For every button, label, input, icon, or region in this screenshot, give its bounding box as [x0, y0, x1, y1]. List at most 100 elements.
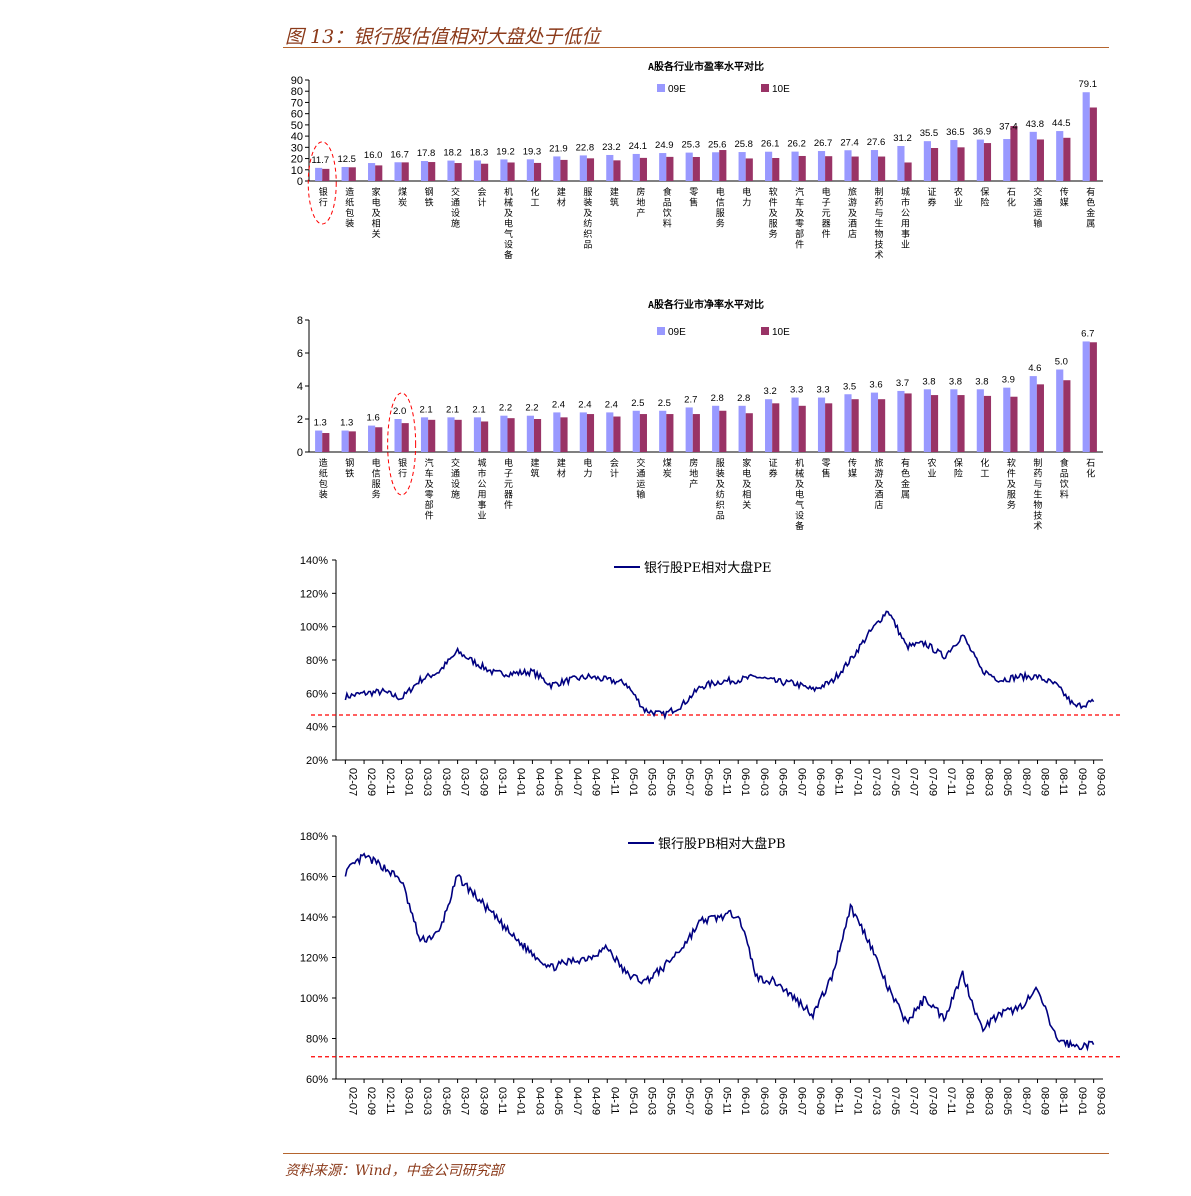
bar-10e	[586, 414, 595, 452]
category-label: 证券	[927, 187, 936, 209]
y-tick-label: 60%	[306, 1074, 328, 1086]
data-label: 2.7	[684, 394, 697, 405]
category-label: 煤炭	[663, 457, 672, 480]
x-tick-label: 04-01	[515, 1087, 527, 1115]
bar-09e	[844, 394, 852, 452]
x-tick-label: 05-05	[664, 768, 676, 796]
category-label: 造纸包装	[345, 186, 354, 230]
category-label: 食品饮料	[663, 186, 672, 230]
category-label: 石化	[1007, 188, 1016, 209]
bar-10e	[613, 416, 621, 452]
x-tick-label: 02-09	[365, 1087, 377, 1115]
figure-title: 图 13：银行股估值相对大盘处于低位	[285, 26, 601, 48]
bar-09e	[420, 161, 429, 181]
category-label: 制药与生物技术	[875, 186, 884, 261]
bar-10e	[375, 427, 383, 452]
y-tick-label: 20%	[306, 755, 328, 767]
bar-10e	[878, 156, 886, 181]
data-label: 36.9	[973, 127, 992, 138]
x-tick-label: 07-03	[870, 1087, 882, 1115]
y-tick-label: 60%	[306, 688, 328, 700]
data-label: 2.2	[525, 403, 538, 414]
bar-10e	[666, 414, 674, 452]
data-label: 19.2	[496, 146, 515, 157]
data-label: 36.5	[946, 127, 965, 138]
data-label: 2.1	[446, 404, 459, 415]
y-tick-label: 4	[297, 381, 303, 393]
x-tick-label: 03-09	[477, 1087, 489, 1115]
bar-09e	[368, 425, 376, 452]
bar-10e	[798, 155, 806, 181]
x-tick-label: 04-09	[590, 768, 602, 796]
x-tick-label: 03-03	[421, 1087, 433, 1115]
bar-10e	[1036, 384, 1044, 452]
source-rule	[283, 1153, 1109, 1154]
data-label: 6.7	[1081, 328, 1094, 339]
category-label: 电子元器件	[822, 186, 831, 240]
category-label: 化工	[980, 457, 989, 480]
bar-10e	[401, 162, 409, 181]
data-label: 43.8	[1026, 119, 1045, 130]
x-tick-label: 05-01	[627, 1087, 639, 1115]
legend-label: 银行股PE相对大盘PE	[644, 560, 771, 576]
category-label: 城市公用事业	[901, 187, 910, 251]
bar-09e	[923, 141, 931, 181]
data-label: 26.2	[787, 139, 806, 150]
bar-10e	[983, 143, 992, 181]
data-label: 18.2	[443, 148, 462, 159]
bar-10e	[1010, 126, 1018, 181]
data-label: 3.6	[869, 380, 882, 391]
y-tick-label: 40%	[306, 722, 328, 734]
x-tick-label: 06-11	[833, 1087, 845, 1114]
category-label: 化工	[530, 186, 539, 209]
data-label: 1.3	[314, 418, 327, 429]
data-label: 17.8	[417, 148, 436, 159]
category-label: 钢铁	[345, 457, 354, 480]
data-label: 2.8	[737, 393, 750, 404]
data-label: 3.2	[764, 386, 777, 397]
x-tick-label: 03-05	[440, 768, 452, 796]
x-tick-label: 04-05	[552, 768, 564, 796]
category-label: 汽车及零部件	[795, 186, 804, 251]
x-tick-label: 08-05	[1001, 768, 1013, 796]
x-tick-label: 04-11	[608, 768, 620, 795]
bar-09e	[526, 415, 534, 452]
x-tick-label: 04-11	[608, 1087, 620, 1114]
category-label: 旅游及酒店	[875, 457, 884, 511]
highlight-ellipse	[387, 392, 417, 496]
bar-10e	[375, 165, 383, 181]
data-label: 3.8	[975, 376, 988, 387]
title-rule	[283, 47, 1109, 48]
bar-09e	[791, 397, 799, 452]
bar-10e	[904, 162, 912, 181]
category-label: 汽车及零部件	[425, 457, 434, 522]
y-tick-label: 0	[297, 447, 303, 459]
x-tick-label: 07-09	[926, 1087, 938, 1115]
category-label: 保险	[980, 186, 989, 209]
data-label: 21.9	[549, 143, 568, 154]
x-tick-label: 05-07	[683, 1087, 695, 1115]
data-label: 3.9	[1002, 375, 1015, 386]
bar-10e	[878, 399, 886, 452]
bar-09e	[791, 151, 799, 181]
bar-10e	[1063, 380, 1071, 452]
x-tick-label: 05-07	[683, 768, 695, 796]
category-label: 零售	[822, 458, 831, 480]
legend-label-09e: 09E	[668, 327, 686, 338]
bar-09e	[606, 412, 614, 452]
data-label: 27.6	[867, 137, 886, 148]
category-label: 机械及电气设备	[795, 457, 804, 532]
data-label: 2.0	[393, 406, 406, 417]
bar-09e	[394, 419, 402, 452]
bar-09e	[553, 156, 561, 181]
bar-09e	[420, 417, 429, 452]
x-tick-label: 08-01	[964, 1087, 976, 1115]
category-label: 软件及服务	[1007, 457, 1016, 511]
data-label: 11.7	[311, 155, 329, 166]
y-tick-label: 40	[291, 131, 303, 143]
bar-10e	[586, 158, 595, 181]
data-label: 3.8	[922, 376, 935, 387]
data-label: 26.1	[761, 139, 780, 150]
